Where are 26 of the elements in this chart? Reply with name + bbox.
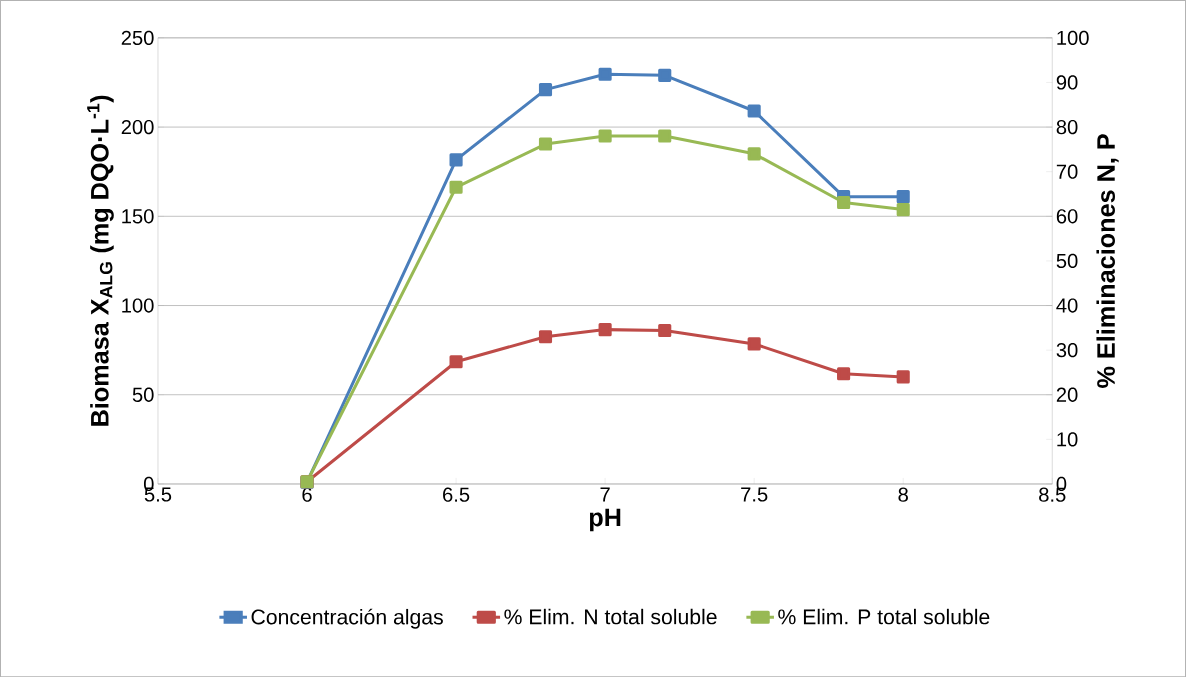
y2-tick-label: 50 [1056, 253, 1078, 268]
x-tick-label: 6.5 [443, 487, 470, 502]
y2-axis-title: % Eliminaciones N, P [1096, 134, 1119, 388]
x-tick-label: 7.5 [741, 487, 768, 502]
y-tick-label: 200 [121, 119, 154, 135]
y-axis-title: Biomasa X$_{ALG}$ (mg DQO·L$^{-1}$) [87, 95, 114, 426]
y2-tick-label: 70 [1056, 164, 1078, 179]
x-tick-label: 7 [600, 487, 610, 502]
y2-tick-label: 20 [1056, 387, 1078, 402]
y-tick-label: 100 [122, 298, 154, 313]
y2-tick-label: 100 [1057, 30, 1089, 45]
y2-tick-label: 80 [1056, 119, 1078, 135]
y2-tick-label: 30 [1056, 342, 1078, 358]
y-tick-label: 50 [132, 387, 154, 402]
y-tick-label: 150 [122, 209, 154, 224]
x-axis-title: pH [589, 508, 621, 532]
y2-tick-label: 10 [1057, 432, 1078, 447]
x-tick-label: 8 [898, 487, 908, 502]
y-tick-label: 250 [121, 30, 154, 45]
y2-tick-label: 40 [1056, 298, 1078, 313]
x-tick-label: 6 [302, 487, 312, 502]
y2-tick-label: 90 [1056, 75, 1078, 90]
legend-label: % Elim. P total soluble [778, 608, 990, 625]
legend-label: % Elim. N total soluble [504, 608, 717, 625]
legend-label: Concentración algas [251, 608, 443, 629]
y2-tick-label: 60 [1056, 209, 1078, 224]
